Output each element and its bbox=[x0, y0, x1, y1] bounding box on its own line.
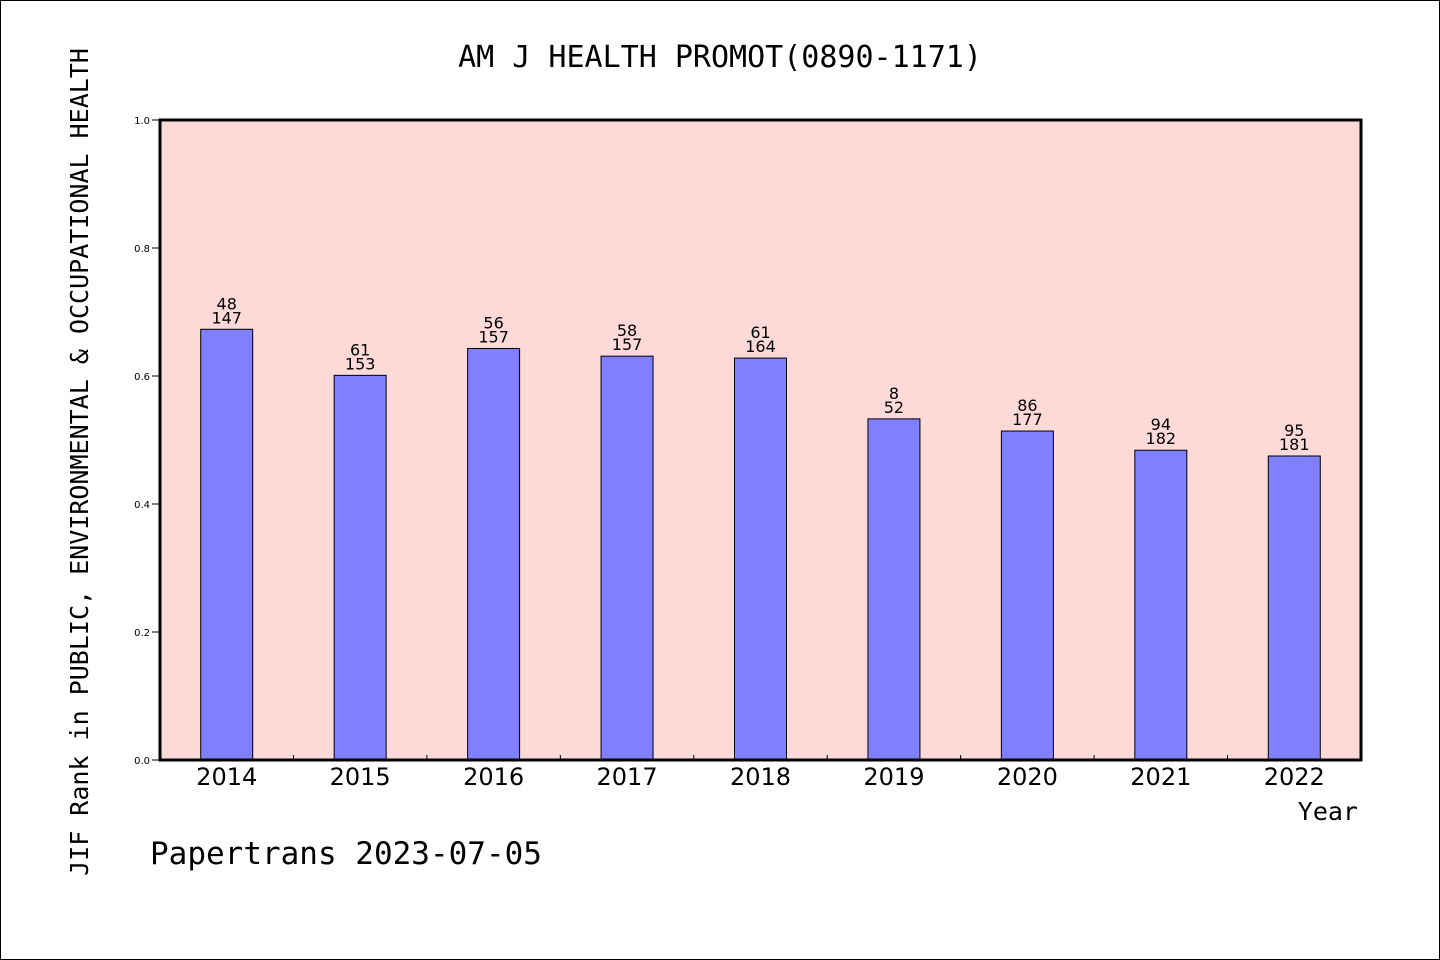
bar-rank-label-2020: 86 bbox=[1017, 396, 1037, 415]
bar-total-label-2015: 153 bbox=[345, 354, 376, 373]
bar-rank-label-2022: 95 bbox=[1284, 421, 1304, 440]
bar-total-label-2017: 157 bbox=[612, 335, 643, 354]
x-tick-label-2014: 2014 bbox=[196, 763, 257, 791]
bar-rank-label-2021: 94 bbox=[1151, 415, 1171, 434]
bar-2018 bbox=[734, 357, 787, 761]
bar-total-label-2020: 177 bbox=[1012, 410, 1043, 429]
x-tick-label-2017: 2017 bbox=[597, 763, 658, 791]
x-tick-label-2019: 2019 bbox=[863, 763, 924, 791]
bar-2020 bbox=[1000, 430, 1054, 761]
bar-total-label-2016: 157 bbox=[478, 327, 509, 346]
bar-total-label-2014: 147 bbox=[211, 308, 242, 327]
bar-rank-label-2018: 61 bbox=[750, 323, 770, 342]
plot-border bbox=[158, 118, 1363, 762]
bar-2014 bbox=[200, 328, 254, 761]
bar-total-label-2019: 52 bbox=[884, 398, 904, 417]
footer-text: Papertrans 2023-07-05 bbox=[150, 836, 542, 872]
x-tick-label-2015: 2015 bbox=[330, 763, 391, 791]
y-tick-label: 0.2 bbox=[134, 628, 150, 639]
x-tick-label-2022: 2022 bbox=[1264, 763, 1325, 791]
bars-layer bbox=[200, 328, 1321, 761]
chart-title: AM J HEALTH PROMOT(0890-1171) bbox=[458, 40, 982, 75]
bar-2019 bbox=[867, 418, 921, 761]
bar-2017 bbox=[600, 355, 654, 761]
x-tick-label-2016: 2016 bbox=[463, 763, 524, 791]
x-tick-label-2018: 2018 bbox=[730, 763, 791, 791]
y-tick-label: 0.6 bbox=[134, 372, 150, 383]
bar-total-label-2018: 164 bbox=[745, 337, 776, 356]
y-axis-label: JIF Rank in PUBLIC, ENVIRONMENTAL & OCCU… bbox=[65, 48, 94, 876]
x-axis-label: Year bbox=[1298, 797, 1358, 826]
bar-2015 bbox=[333, 374, 387, 761]
x-tick-label-2020: 2020 bbox=[997, 763, 1058, 791]
y-tick-label: 0.4 bbox=[134, 500, 150, 511]
bar-rank-label-2014: 48 bbox=[217, 294, 237, 313]
bar-2016 bbox=[467, 347, 521, 761]
bar-2022 bbox=[1267, 455, 1321, 761]
y-tick-label: 1.0 bbox=[134, 116, 150, 127]
bar-2021 bbox=[1134, 449, 1188, 761]
x-axis: 2014 2015 2016 2017 2018 2019 2020 2021 2022 bbox=[196, 755, 1325, 791]
bar-total-label-2022: 181 bbox=[1279, 435, 1310, 454]
x-tick-label-2021: 2021 bbox=[1130, 763, 1191, 791]
bar-rank-label-2015: 61 bbox=[350, 340, 370, 359]
bar-rank-label-2016: 56 bbox=[483, 313, 503, 332]
bar-total-label-2021: 182 bbox=[1146, 429, 1177, 448]
bar-rank-label-2017: 58 bbox=[617, 321, 637, 340]
y-tick-label: 0.8 bbox=[134, 244, 150, 255]
bar-rank-label-2019: 8 bbox=[889, 384, 899, 403]
y-tick-label: 0.0 bbox=[134, 756, 150, 767]
y-axis: 0.0 0.2 0.4 0.6 0.8 1.0 bbox=[134, 116, 160, 767]
